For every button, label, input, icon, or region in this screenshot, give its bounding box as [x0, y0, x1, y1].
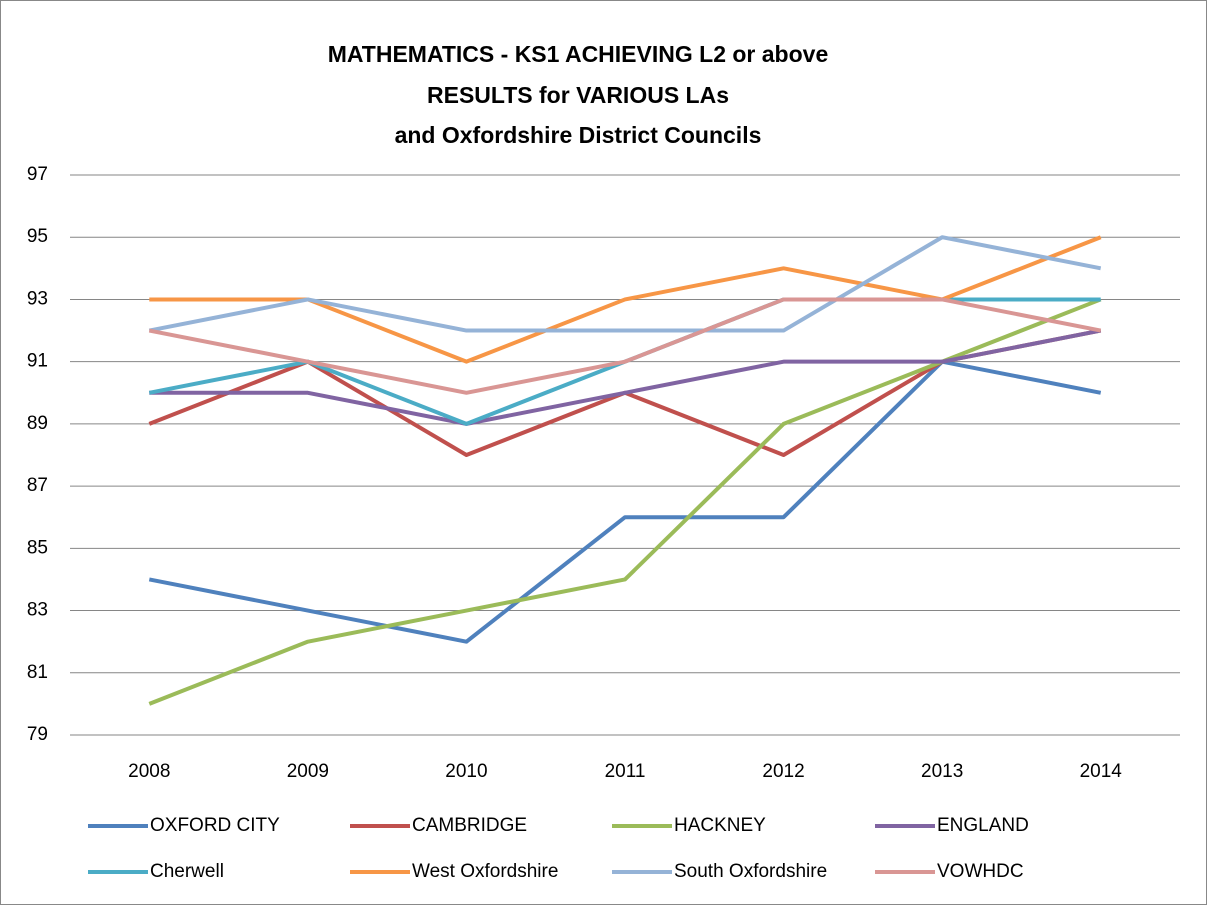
y-tick-label: 83 [27, 600, 48, 621]
y-tick-label: 95 [27, 226, 48, 247]
y-tick-label: 97 [27, 164, 48, 185]
series-line [148, 297, 1102, 395]
x-tick-label: 2012 [762, 761, 804, 782]
y-tick-label: 81 [27, 662, 48, 683]
legend-label: ENGLAND [937, 815, 1029, 836]
x-tick-label: 2014 [1080, 761, 1123, 782]
y-tick-label: 93 [27, 288, 48, 309]
series-line [149, 328, 1102, 426]
x-tick-label: 2010 [445, 761, 487, 782]
legend-label: West Oxfordshire [412, 861, 558, 882]
y-tick-label: 91 [27, 351, 48, 372]
chart-title: RESULTS for VARIOUS LAs [427, 82, 729, 108]
y-tick-label: 89 [27, 413, 48, 434]
x-tick-label: 2009 [287, 761, 329, 782]
chart-title: MATHEMATICS - KS1 ACHIEVING L2 or above [328, 41, 829, 67]
x-tick-label: 2013 [921, 761, 963, 782]
legend-label: South Oxfordshire [674, 861, 827, 882]
legend-label: VOWHDC [937, 861, 1024, 882]
y-tick-label: 79 [27, 724, 48, 745]
legend-label: CAMBRIDGE [412, 815, 527, 836]
legend-label: HACKNEY [674, 815, 766, 836]
series-line [148, 235, 1102, 333]
legend-label: Cherwell [150, 861, 224, 882]
legend-label: OXFORD CITY [150, 815, 280, 836]
chart-title: and Oxfordshire District Councils [395, 122, 762, 148]
x-tick-label: 2008 [128, 761, 170, 782]
y-tick-label: 87 [27, 475, 48, 496]
x-tick-label: 2011 [605, 761, 646, 782]
y-tick-label: 85 [27, 537, 48, 558]
